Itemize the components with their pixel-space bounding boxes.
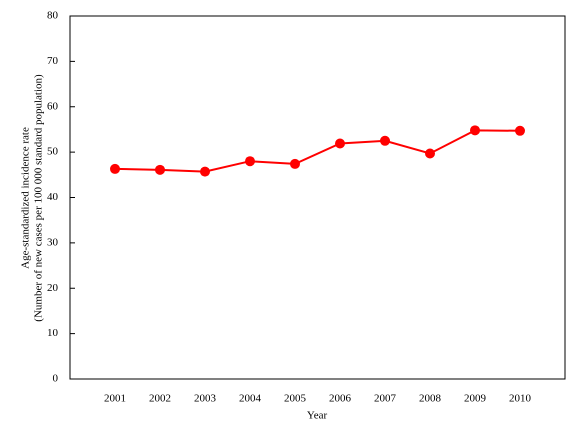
line [114, 129, 521, 173]
marker [110, 163, 120, 174]
marker [245, 156, 255, 167]
marker [335, 138, 345, 149]
x-tick-label: 2008 [419, 393, 442, 405]
marker [155, 164, 165, 175]
x-tick-label: 2001 [104, 393, 126, 405]
marker [200, 166, 210, 177]
plot-frame [69, 15, 566, 380]
x-tick-label: 2006 [329, 393, 352, 405]
y-axis-label: Age-standardized incidence rate (Number … [20, 74, 45, 322]
x-tick-label: 2007 [374, 393, 397, 405]
x-tick-label: 2005 [284, 393, 307, 405]
y-tick-label: 20 [47, 282, 59, 294]
y-axis-label-line: (Number of new cases per 100 000 standar… [33, 74, 45, 322]
y-tick-label: 40 [47, 191, 59, 203]
y-tick-label: 60 [47, 100, 59, 112]
x-tick-label: 2003 [194, 393, 217, 405]
x-tick-label: 2009 [464, 393, 487, 405]
marker [515, 125, 525, 136]
x-tick-label: 2004 [239, 393, 262, 405]
marker [380, 135, 390, 146]
marker [425, 148, 435, 159]
y-axis-label-line: Age-standardized incidence rate [20, 127, 32, 269]
y-tick-label: 70 [47, 55, 59, 67]
y-tick-label: 30 [47, 236, 59, 248]
y-tick-label: 50 [47, 146, 59, 158]
y-tick-label: 80 [47, 10, 59, 22]
x-axis-label: Year [307, 410, 328, 422]
x-tick-label: 2002 [149, 393, 171, 405]
y-tick-label: 0 [53, 373, 59, 385]
x-tick-label: 2010 [509, 393, 532, 405]
marker [290, 158, 300, 169]
marker [470, 125, 480, 136]
y-tick-label: 10 [47, 327, 59, 339]
